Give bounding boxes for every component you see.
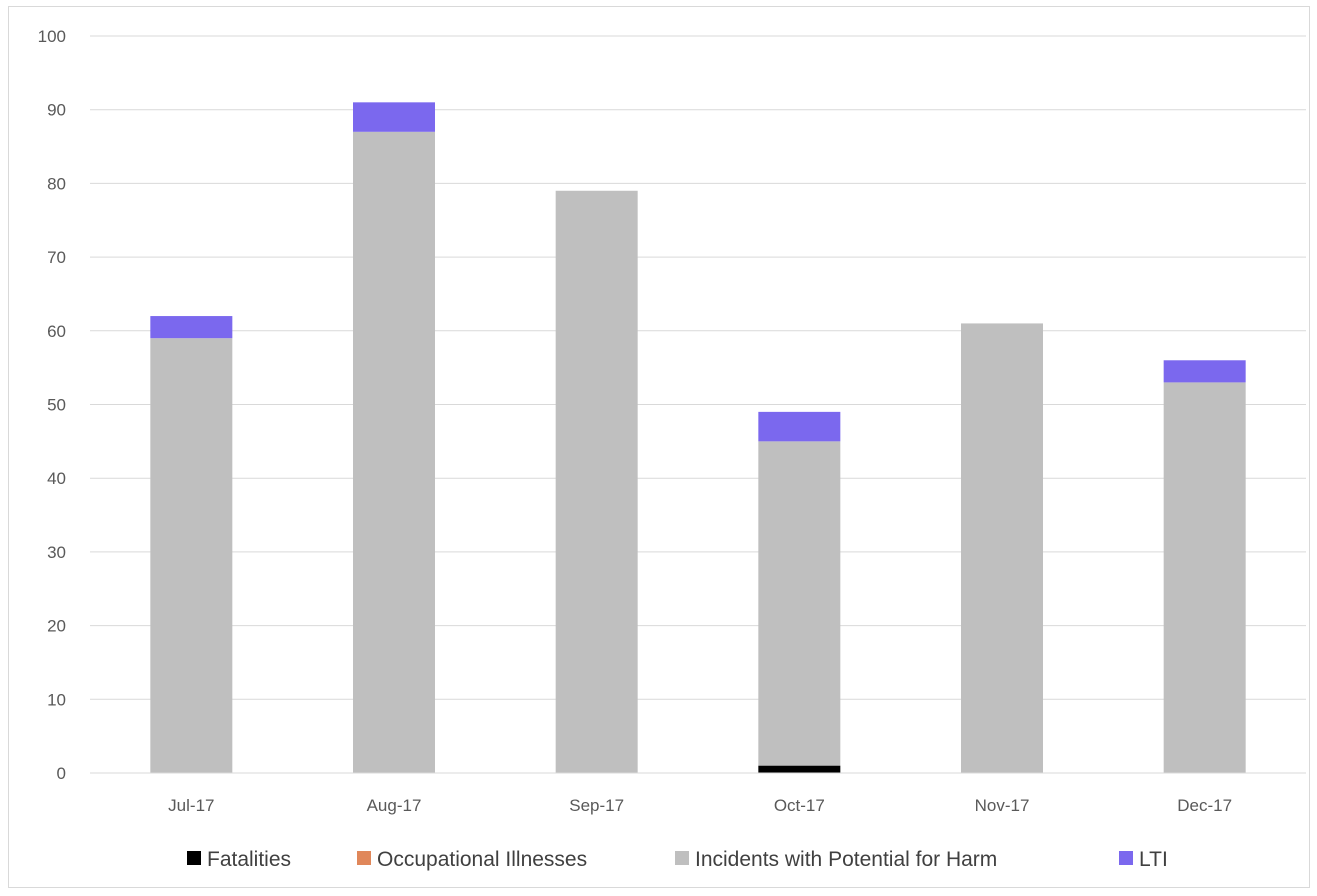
legend-swatch <box>187 851 201 865</box>
legend-label: LTI <box>1139 848 1168 871</box>
legend-swatch <box>1119 851 1133 865</box>
legend-label: Fatalities <box>207 848 291 871</box>
legend-swatch <box>357 851 371 865</box>
x-tick-label: Nov-17 <box>975 796 1030 815</box>
bar-segment-lti <box>758 411 841 442</box>
x-tick-label: Jul-17 <box>168 796 214 815</box>
y-tick-label: 20 <box>47 617 66 636</box>
y-tick-label: 70 <box>47 248 66 267</box>
y-tick-label: 10 <box>47 690 66 709</box>
bar-segment-fatalities <box>758 765 841 773</box>
gridlines <box>90 35 1306 700</box>
legend: Fatalities Occupational Illnesses Incident… <box>187 848 1168 871</box>
legend-swatch <box>675 851 689 865</box>
x-tick-label: Dec-17 <box>1177 796 1232 815</box>
bar-segment-incidents-with-potential-for-harm <box>758 441 841 766</box>
bar-segment-lti <box>150 316 233 339</box>
y-tick-label: 0 <box>57 764 66 783</box>
y-tick-label: 40 <box>47 469 66 488</box>
bar-segment-lti <box>353 102 435 132</box>
y-tick-label: 30 <box>47 543 66 562</box>
x-tick-label: Aug-17 <box>367 796 422 815</box>
bar-segment-lti <box>1163 360 1246 383</box>
y-tick-label: 60 <box>47 322 66 341</box>
x-tick-label: Oct-17 <box>774 796 825 815</box>
x-axis-tick-labels: Jul-17 Aug-17 Sep-17 Oct-17 Nov-17 Dec-17 <box>168 796 1232 815</box>
y-tick-label: 50 <box>47 396 66 415</box>
x-tick-label: Sep-17 <box>569 796 624 815</box>
bar-segment-incidents-with-potential-for-harm <box>353 131 435 773</box>
legend-label: Incidents with Potential for Harm <box>695 848 997 871</box>
y-axis-tick-labels: 0 10 20 30 40 50 60 70 80 90 100 <box>38 27 66 783</box>
y-tick-label: 90 <box>47 101 66 120</box>
y-tick-label: 80 <box>47 174 66 193</box>
bars <box>150 102 1246 773</box>
y-tick-label: 100 <box>38 27 66 46</box>
bar-segment-incidents-with-potential-for-harm <box>555 190 638 773</box>
bar-segment-incidents-with-potential-for-harm <box>150 338 233 773</box>
legend-label: Occupational Illnesses <box>377 848 587 871</box>
bar-segment-incidents-with-potential-for-harm <box>961 323 1043 773</box>
bar-segment-incidents-with-potential-for-harm <box>1163 382 1246 773</box>
